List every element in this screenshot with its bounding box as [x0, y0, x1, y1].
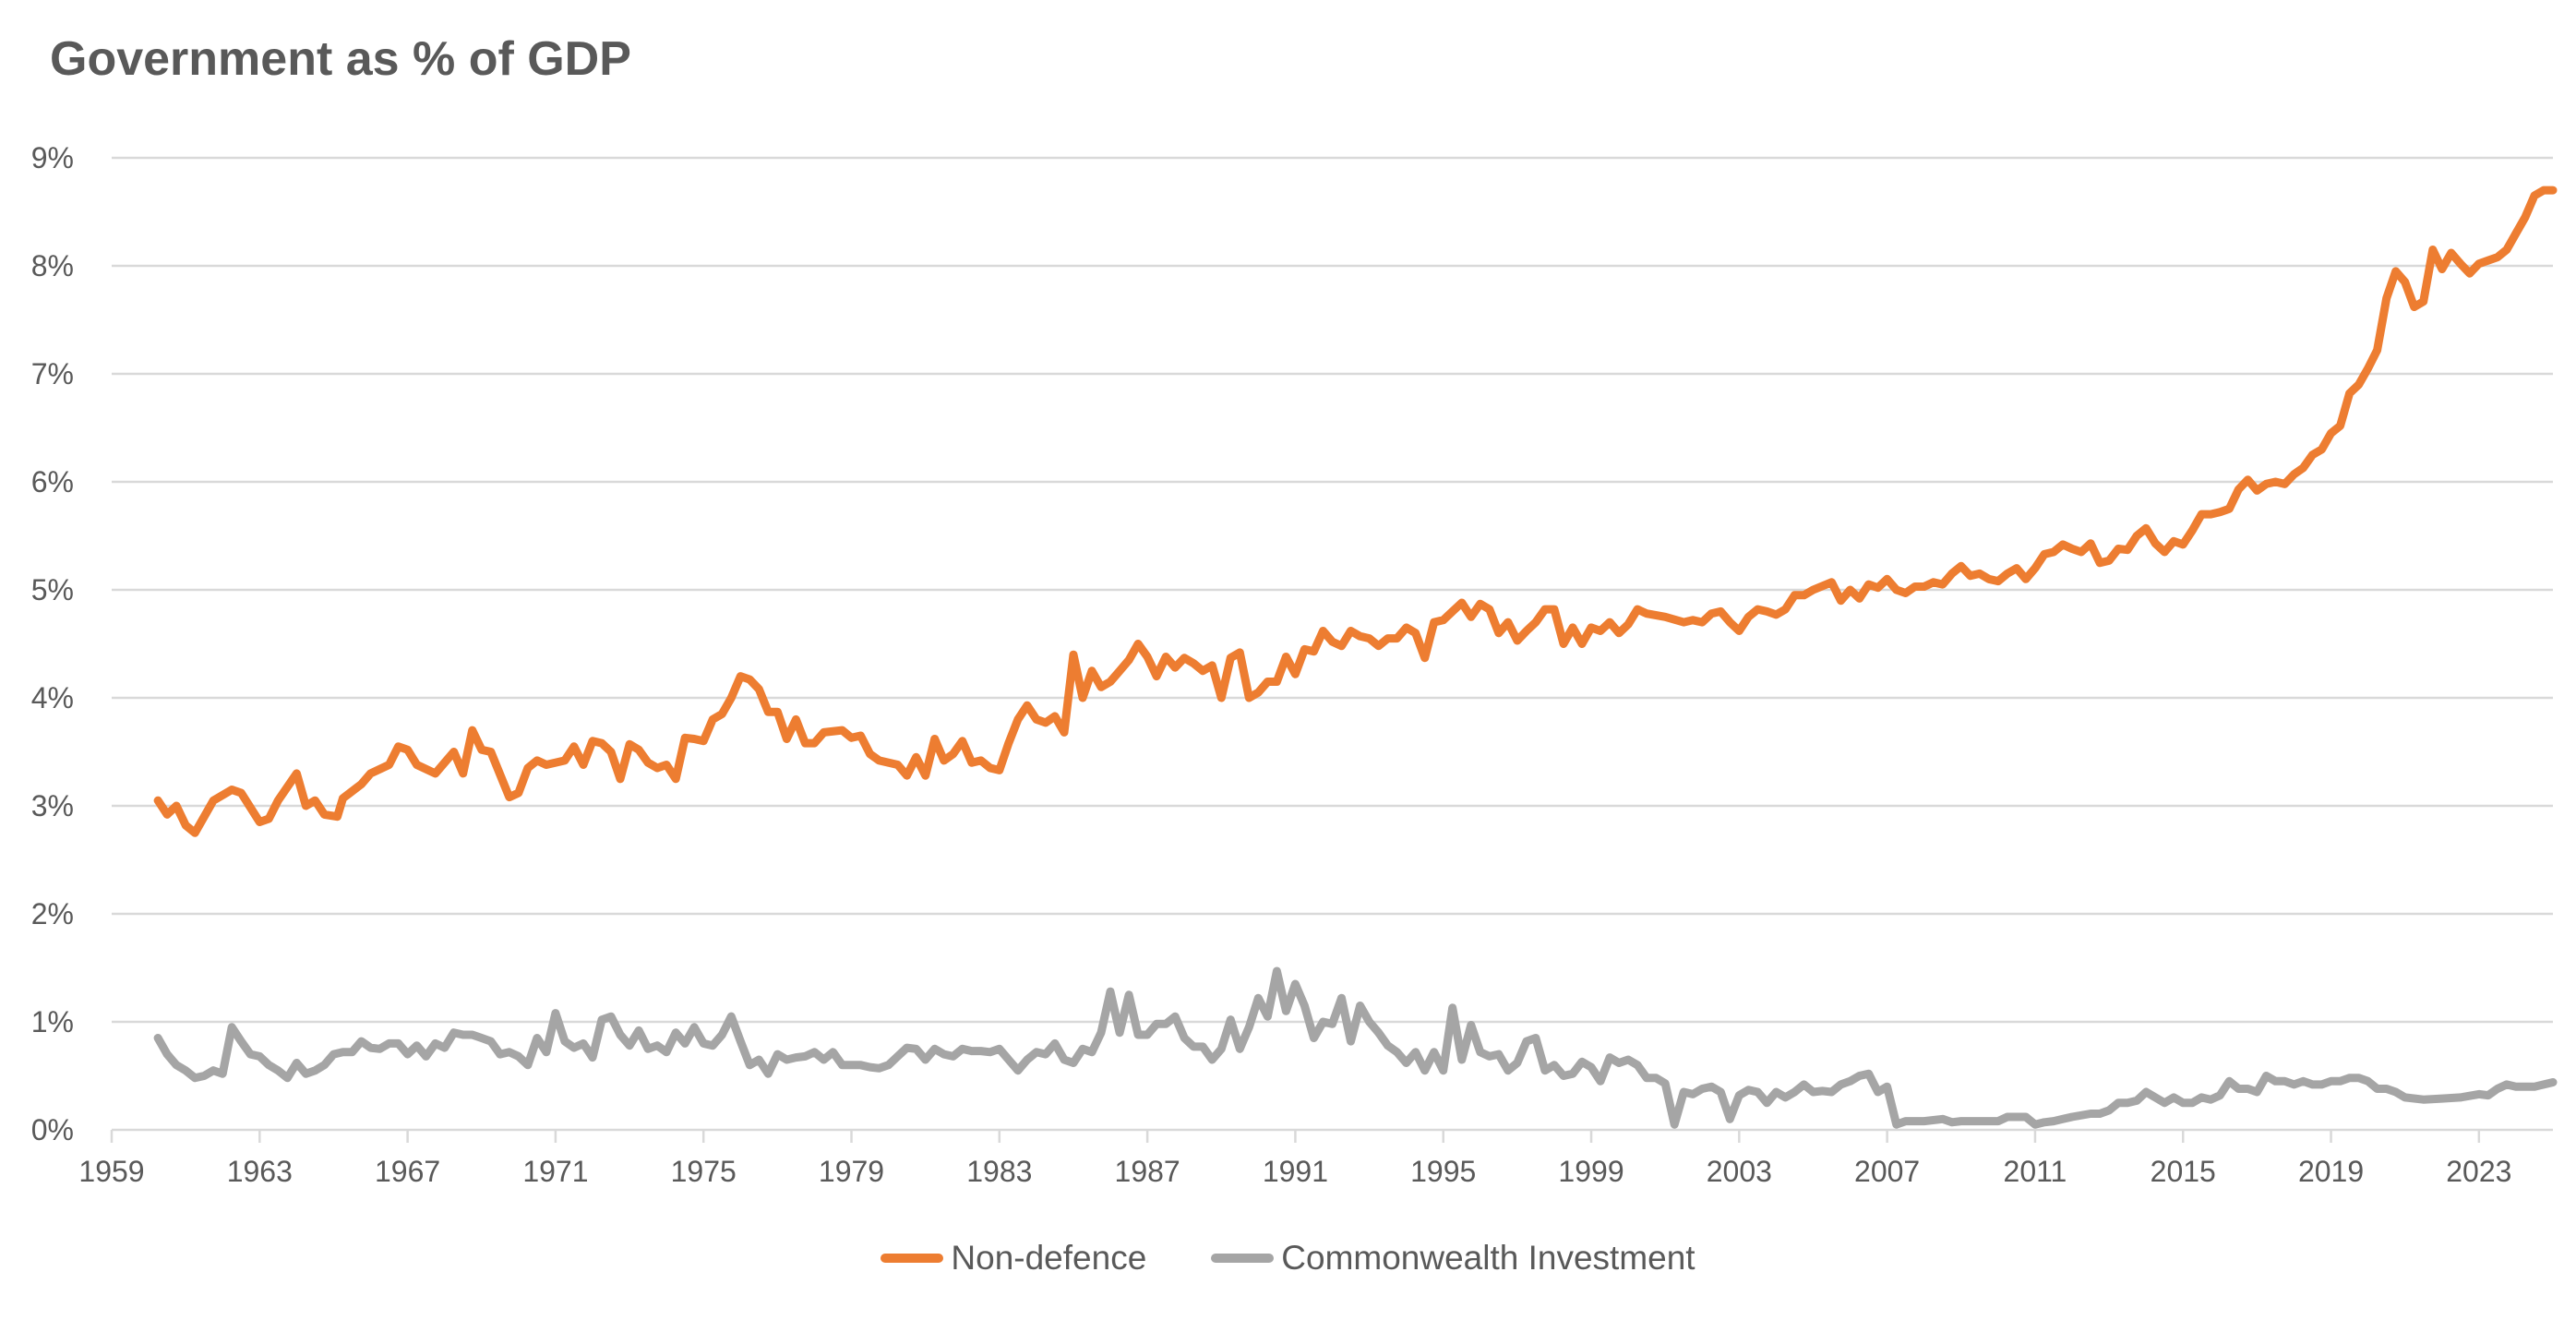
x-tick-label: 2011	[2004, 1155, 2067, 1188]
x-axis-ticks: 1959 1963 1967 1971 1975 1979 1983 1987 1991 1995…	[78, 1130, 2511, 1188]
legend-swatch-commonwealth-investment	[1211, 1254, 1275, 1263]
x-tick-label: 1987	[1115, 1155, 1180, 1188]
y-tick-label: 6%	[31, 465, 74, 498]
y-tick-label: 0%	[31, 1113, 74, 1146]
legend-item-commonwealth-investment: Commonwealth Investment	[1211, 1239, 1695, 1278]
x-tick-label: 2023	[2446, 1155, 2511, 1188]
chart-title: Government as % of GDP	[50, 32, 631, 86]
x-tick-label: 2003	[1707, 1155, 1772, 1188]
x-tick-label: 1999	[1558, 1155, 1623, 1188]
x-tick-label: 1967	[375, 1155, 440, 1188]
y-tick-label: 5%	[31, 573, 74, 606]
x-tick-label: 1995	[1410, 1155, 1476, 1188]
series-lines	[153, 186, 2558, 1129]
x-tick-label: 1963	[227, 1155, 293, 1188]
series-line-non-defence	[153, 186, 2558, 837]
y-tick-label: 3%	[31, 789, 74, 822]
y-tick-label: 7%	[31, 357, 74, 390]
legend-label-commonwealth-investment: Commonwealth Investment	[1281, 1239, 1695, 1277]
legend: Non-defence Commonwealth Investment	[0, 1239, 2576, 1278]
y-tick-label: 2%	[31, 897, 74, 930]
x-tick-label: 2019	[2298, 1155, 2364, 1188]
x-tick-label: 1975	[671, 1155, 737, 1188]
legend-item-non-defence: Non-defence	[881, 1239, 1146, 1278]
series-line-commonwealth-investment	[153, 966, 2558, 1129]
x-tick-label: 1959	[78, 1155, 144, 1188]
legend-swatch-non-defence	[881, 1254, 944, 1263]
x-tick-label: 2015	[2151, 1155, 2216, 1188]
y-axis-ticks: 0% 1% 2% 3% 4% 5% 6% 7% 8% 9%	[31, 141, 74, 1146]
x-tick-label: 1991	[1263, 1155, 1328, 1188]
y-tick-label: 8%	[31, 249, 74, 282]
x-tick-label: 1979	[819, 1155, 884, 1188]
x-tick-label: 1971	[522, 1155, 588, 1188]
legend-label-non-defence: Non-defence	[951, 1239, 1147, 1277]
x-tick-label: 1983	[966, 1155, 1032, 1188]
x-tick-label: 2007	[1854, 1155, 1920, 1188]
y-tick-label: 9%	[31, 141, 74, 174]
y-tick-label: 1%	[31, 1005, 74, 1038]
y-tick-label: 4%	[31, 681, 74, 714]
